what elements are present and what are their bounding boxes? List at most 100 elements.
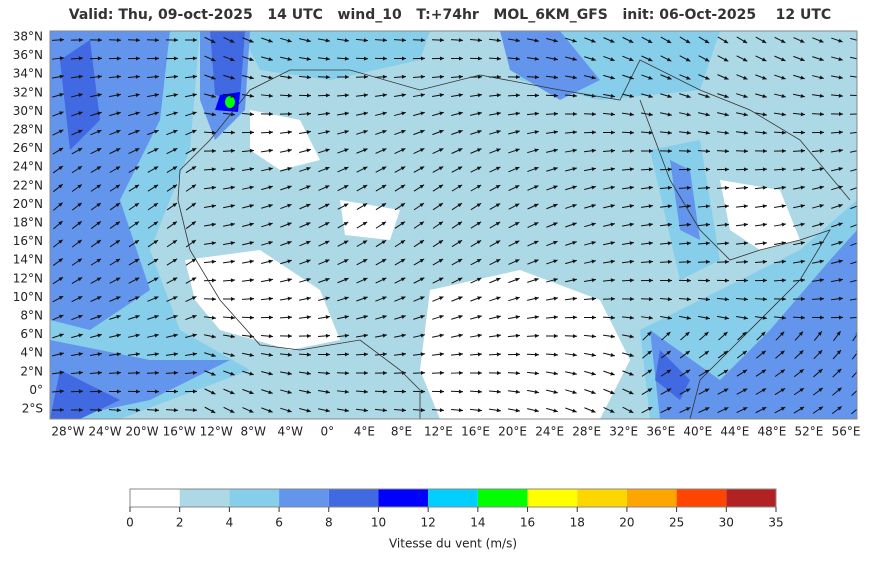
wind-arrow <box>850 37 857 41</box>
wind-arrow-head <box>458 56 463 61</box>
wind-arrow-head <box>211 315 216 320</box>
wind-arrow-head <box>382 74 387 79</box>
wind-arrow-head <box>363 74 368 79</box>
x-label: 16°W <box>163 425 196 439</box>
wind-arrow-head <box>306 333 311 338</box>
wind-arrow-head <box>230 93 235 98</box>
wind-arrow-head <box>268 148 273 153</box>
wind-arrow-head <box>287 38 292 43</box>
wind-arrow-head <box>572 315 577 320</box>
wind-arrow-head <box>836 331 841 336</box>
wind-arrow-head <box>135 38 140 43</box>
wind-arrow-head <box>762 278 767 283</box>
wind-arrow-head <box>781 57 786 62</box>
wind-arrow-head <box>363 277 368 282</box>
wind-arrow-head <box>686 75 691 80</box>
wind-arrow-head <box>762 259 767 264</box>
wind-arrow-head <box>306 352 311 357</box>
wind-arrow-head <box>211 259 216 264</box>
wind-arrow-head <box>800 57 805 62</box>
wind-arrow-head <box>591 222 596 227</box>
wind-arrow-head <box>458 408 463 413</box>
wind-arrow-head <box>743 297 748 302</box>
wind-arrow-head <box>800 167 805 172</box>
wind-arrow-head <box>401 38 406 43</box>
wind-arrow-head <box>743 278 748 283</box>
colorbar-tick-label: 0 <box>126 516 134 530</box>
wind-arrow-head <box>325 259 330 264</box>
wind-arrow-head <box>629 241 634 246</box>
wind-arrow-head <box>59 333 64 338</box>
wind-arrow-head <box>477 389 482 394</box>
wind-arrow-head <box>534 111 539 116</box>
wind-arrow-head <box>724 94 729 99</box>
wind-arrow <box>851 408 857 415</box>
wind-arrow-head <box>420 296 425 301</box>
wind-arrow-head <box>268 390 273 395</box>
wind-arrow-head <box>858 149 862 153</box>
wind-arrow-head <box>363 296 368 301</box>
wind-arrow-head <box>553 111 558 116</box>
wind-arrow-head <box>572 148 577 153</box>
wind-arrow-head <box>419 203 424 208</box>
wind-arrow-head <box>249 148 254 153</box>
wind-arrow-head <box>858 112 862 116</box>
wind-arrow-head <box>362 203 368 208</box>
wind-arrow-head <box>800 222 805 227</box>
wind-arrow-head <box>116 333 121 338</box>
wind-arrow-head <box>667 222 672 227</box>
wind-arrow-head <box>420 352 425 357</box>
wind-arrow-head <box>154 408 159 413</box>
wind-arrow-head <box>629 204 634 209</box>
wind-arrow-head <box>78 389 83 394</box>
wind-arrow-head <box>648 94 653 98</box>
wind-arrow-head <box>666 57 672 62</box>
wind-arrow-head <box>781 315 786 320</box>
wind-arrow-head <box>115 240 120 245</box>
wind-arrow-head <box>686 315 691 320</box>
wind-arrow-head <box>192 314 197 319</box>
x-label: 32°E <box>609 425 638 439</box>
wind-arrow-head <box>705 315 710 320</box>
wind-arrow-head <box>211 297 216 302</box>
wind-arrow-head <box>476 203 482 208</box>
wind-arrow <box>849 131 857 134</box>
wind-arrow-head <box>705 185 710 190</box>
wind-arrow-head <box>476 240 482 245</box>
wind-arrow-head <box>439 74 444 79</box>
wind-arrow-head <box>268 278 273 283</box>
wind-arrow-head <box>401 389 406 394</box>
wind-arrow-head <box>629 130 634 135</box>
wind-arrow-head <box>515 130 520 134</box>
wind-arrow-head <box>401 111 406 116</box>
wind-arrow-head <box>476 259 482 263</box>
wind-arrow-head <box>58 202 63 207</box>
wind-arrow-head <box>344 166 349 171</box>
wind-arrow-head <box>742 369 748 374</box>
wind-arrow-head <box>496 111 501 116</box>
wind-arrow-head <box>401 333 406 338</box>
wind-arrow-head <box>515 333 520 338</box>
wind-arrow-head <box>838 185 843 190</box>
wind-arrow-head <box>97 370 102 375</box>
wind-arrow-head <box>324 185 330 189</box>
wind-arrow-head <box>135 93 140 98</box>
wind-arrow-head <box>591 204 596 208</box>
wind-arrow-head <box>743 112 748 117</box>
wind-arrow-head <box>666 388 672 393</box>
wind-arrow-head <box>838 112 843 117</box>
wind-arrow-head <box>249 38 254 43</box>
wind-arrow-head <box>324 240 330 245</box>
wind-arrow-head <box>572 334 577 339</box>
wind-arrow <box>849 94 857 97</box>
wind-arrow-head <box>325 389 330 394</box>
wind-arrow-head <box>287 352 292 357</box>
wind-arrow-head <box>135 408 140 413</box>
wind-arrow-head <box>382 148 387 153</box>
wind-arrow-head <box>534 93 539 98</box>
wind-arrow-head <box>230 204 235 209</box>
wind-arrow-head <box>648 297 653 302</box>
wind-arrow-head <box>362 185 368 189</box>
x-label: 28°W <box>51 425 84 439</box>
wind-arrow-head <box>610 371 615 376</box>
